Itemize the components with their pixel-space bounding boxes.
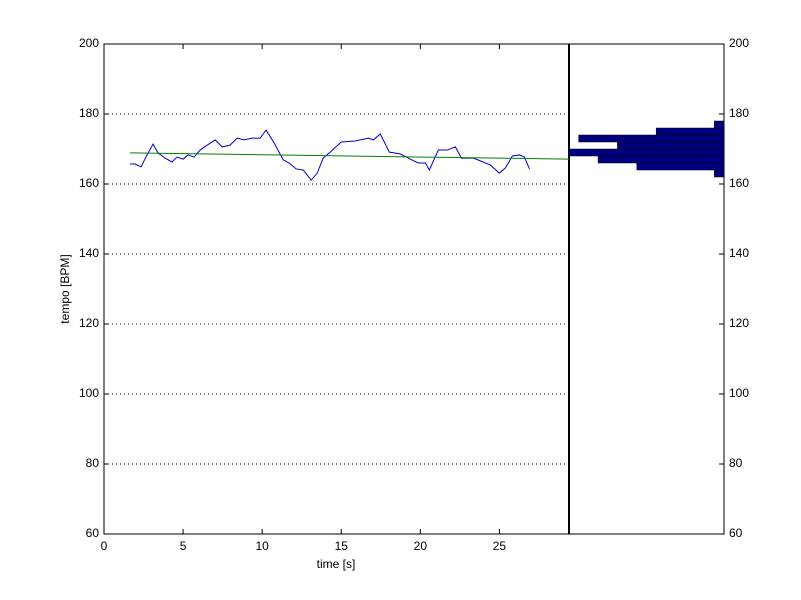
hist-bar [655,127,725,136]
y-tick-label: 80 [86,456,100,470]
y-tick-label: 120 [729,316,749,330]
x-axis-label: time [s] [317,557,356,571]
y-tick-label: 80 [729,456,743,470]
y-tick-label: 160 [729,176,749,190]
y-tick-label: 60 [86,526,100,540]
hist-bar [597,155,725,164]
x-tick-label: 25 [493,539,507,553]
y-tick-label: 180 [729,106,749,120]
y-axis-label: tempo [BPM] [58,254,72,323]
hist-bar [617,141,725,150]
y-tick-label: 200 [729,36,749,50]
x-tick-label: 15 [335,539,349,553]
y-tick-label: 140 [79,246,99,260]
y-tick-label: 180 [79,106,99,120]
y-tick-label: 200 [79,36,99,50]
axes-frame [103,43,725,535]
y-tick-label: 120 [79,316,99,330]
hist-bar [568,148,725,157]
hist-bar [578,134,725,143]
x-tick-label: 20 [414,539,428,553]
y-tick-label: 100 [729,386,749,400]
y-tick-label: 60 [729,526,743,540]
hist-bar [636,162,725,171]
data-line [130,152,570,160]
y-tick-label: 160 [79,176,99,190]
x-tick-label: 5 [180,539,187,553]
x-tick-label: 0 [101,539,108,553]
y-tick-label: 140 [729,246,749,260]
x-tick-label: 10 [255,539,269,553]
hist-bar [714,120,725,129]
hist-bar [714,169,725,178]
y-tick-label: 100 [79,386,99,400]
